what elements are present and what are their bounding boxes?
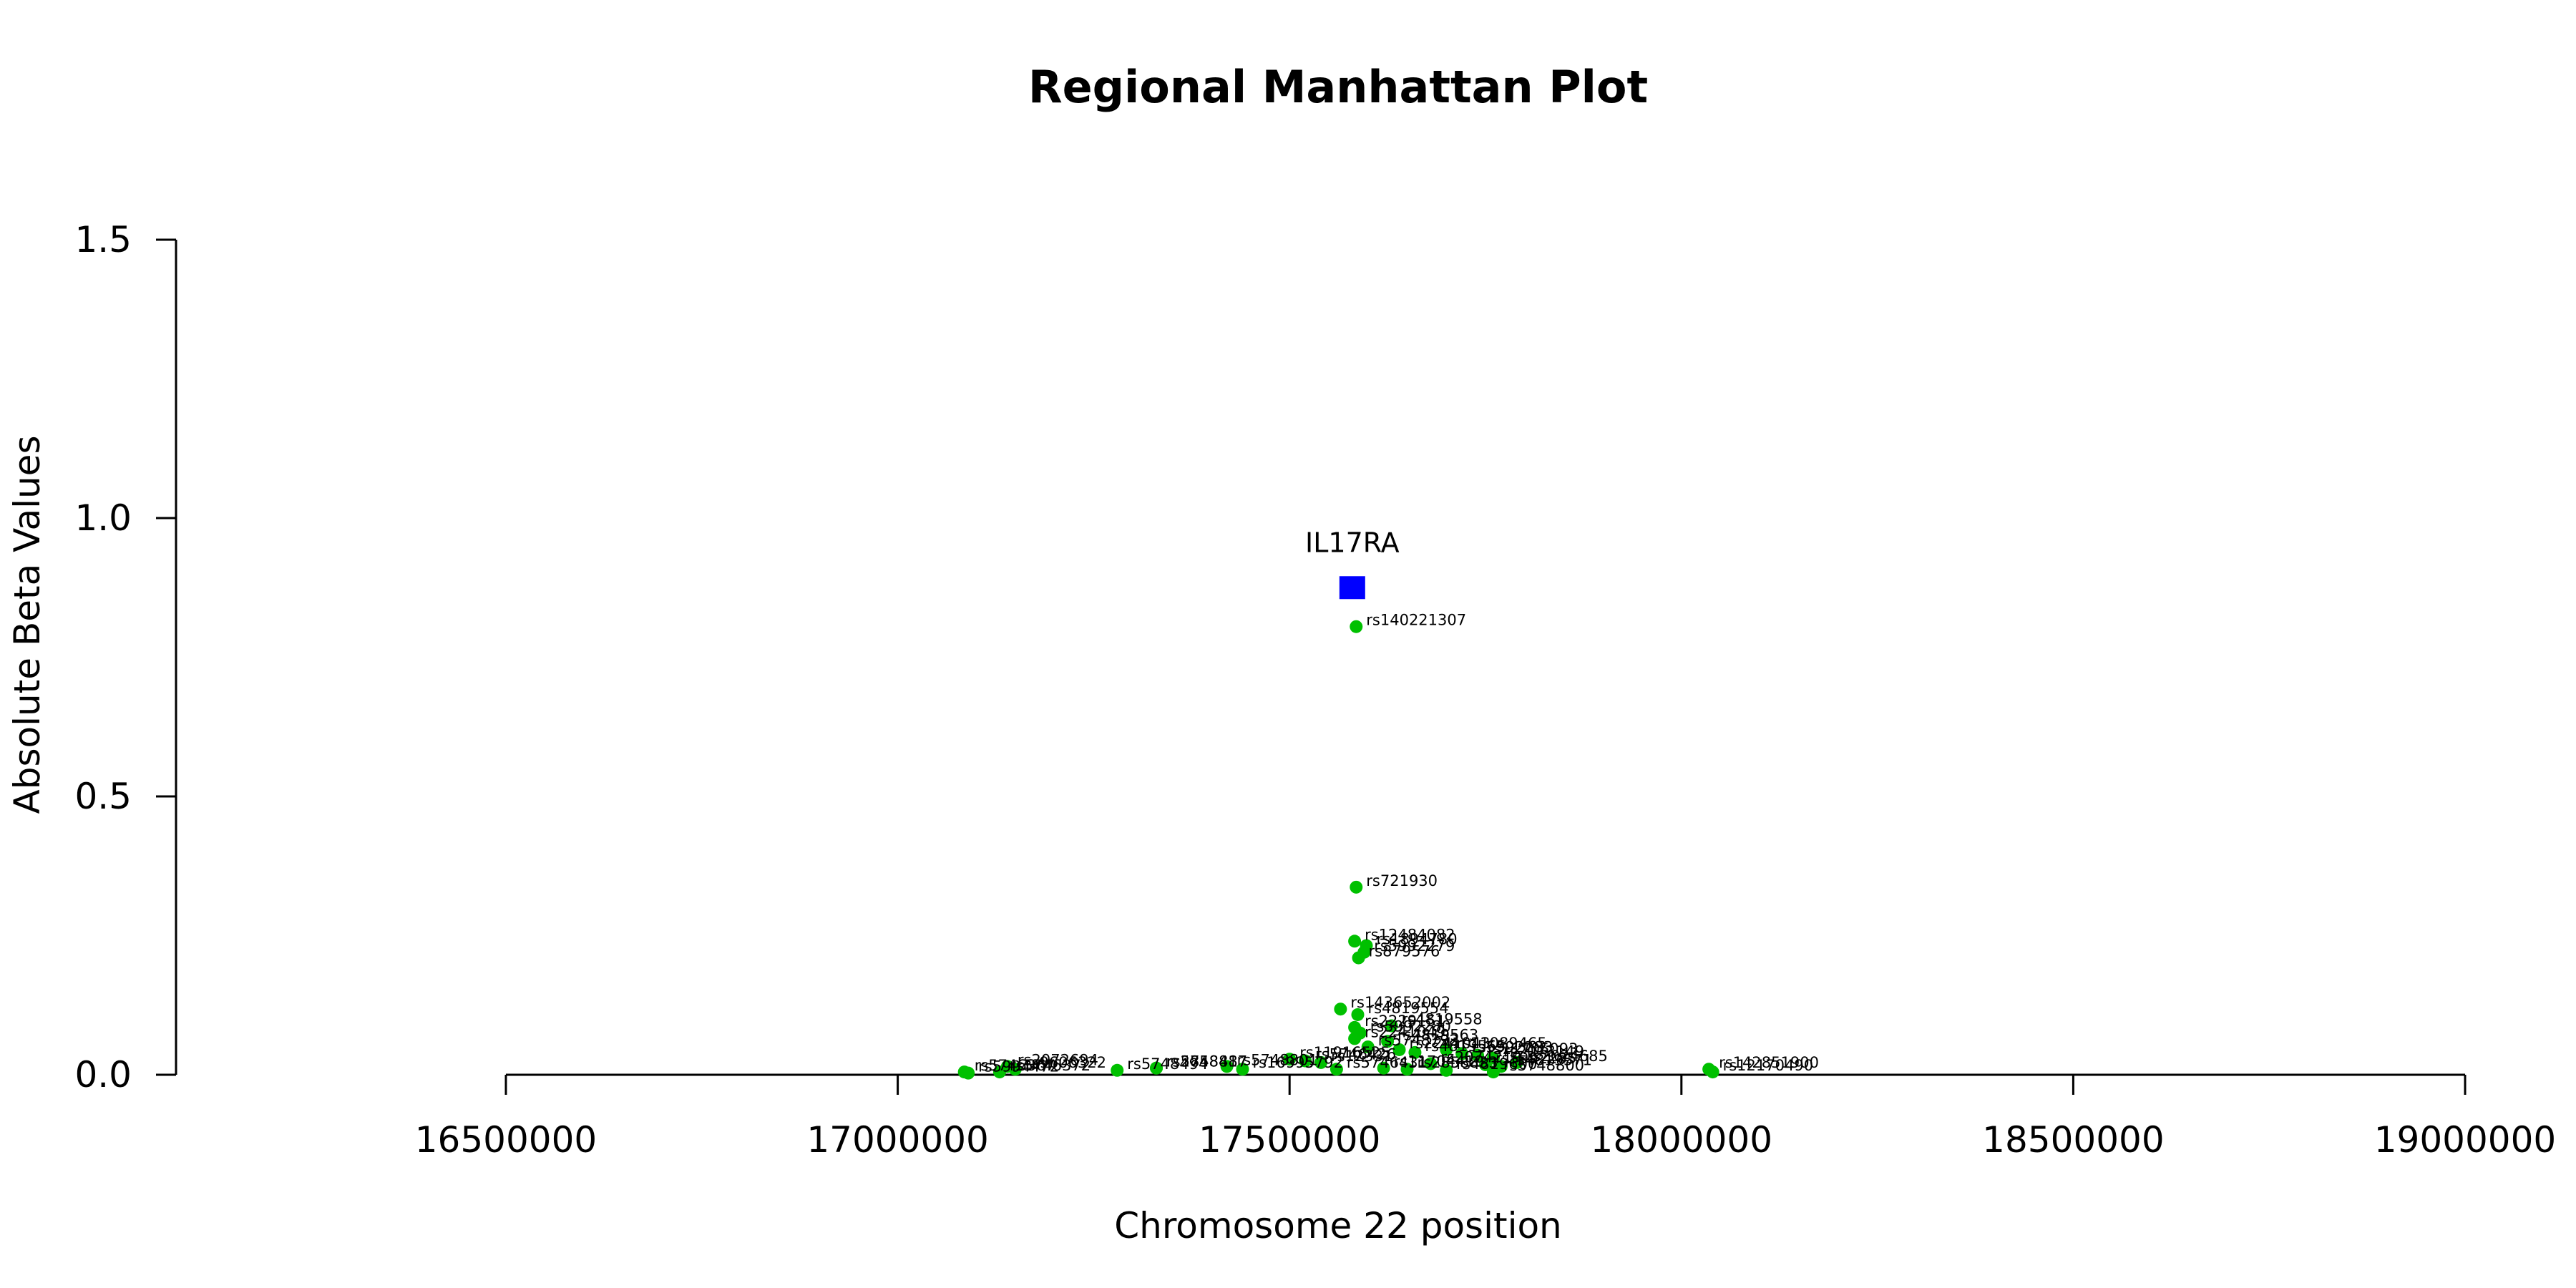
snp-label: rs2241049 <box>1365 1023 1445 1040</box>
snp-label: rs9606322 <box>1025 1054 1106 1071</box>
snp-point <box>1440 1063 1453 1077</box>
snp-label: rs5992285 <box>1496 1050 1576 1067</box>
snp-label: rs2072694 <box>1018 1051 1098 1068</box>
snp-label: rs12170490 <box>1723 1057 1813 1074</box>
y-tick-label: 0.0 <box>74 1054 132 1096</box>
snp-label: rs140221307 <box>1366 612 1466 629</box>
snp-label: rs2241043 <box>1410 1035 1491 1052</box>
snp-point <box>1330 1063 1343 1076</box>
snp-label: rs4819563 <box>1397 1026 1478 1043</box>
x-tick-label: 17000000 <box>806 1119 989 1161</box>
snp-label: rs2858817 <box>1166 1053 1247 1070</box>
gene-marker <box>1339 576 1365 600</box>
snp-point <box>1400 1063 1414 1076</box>
snp-point <box>1408 1045 1422 1059</box>
y-tick-label: 1.5 <box>74 219 132 260</box>
snp-label: rs4819571 <box>1511 1051 1592 1068</box>
snp-point <box>1220 1060 1234 1073</box>
snp-label: rs5746367 <box>975 1057 1055 1074</box>
snp-label: rs5992283 <box>1472 1038 1553 1055</box>
snp-label: rs5748800 <box>1503 1057 1584 1074</box>
snp-label: rs5748801 <box>1237 1051 1318 1068</box>
y-axis-label: Absolute Beta Values <box>6 436 48 814</box>
snp-point <box>1283 1053 1297 1066</box>
y-axis: 0.0 0.5 1.0 1.5 <box>74 219 177 1096</box>
y-tick-label: 0.5 <box>74 776 132 817</box>
snp-point <box>1377 1061 1390 1075</box>
snp-point <box>1334 1002 1347 1016</box>
snp-point <box>1008 1063 1022 1076</box>
snp-points <box>957 620 1719 1080</box>
snp-labels: rs140221307rs721930rs12484082rs1894780rs… <box>975 612 1819 1075</box>
snp-point <box>1471 1048 1485 1062</box>
snp-label: rs5748494 <box>1127 1055 1208 1073</box>
snp-point <box>1706 1065 1719 1079</box>
snp-label: rs142851900 <box>1719 1054 1819 1071</box>
snp-label: rs11704419 <box>1394 1053 1484 1070</box>
snp-label: rs5748487 <box>1166 1053 1247 1070</box>
snp-label: rs12484082 <box>1365 926 1455 943</box>
snp-point <box>1348 1032 1362 1045</box>
snp-label: rs5746426 <box>1315 1046 1396 1063</box>
snp-label: rs11916525 <box>1299 1044 1390 1061</box>
x-tick-label: 17500000 <box>1199 1119 1381 1161</box>
snp-label: rs2858833 <box>1417 1054 1498 1071</box>
x-tick-label: 18500000 <box>1982 1119 2165 1161</box>
x-tick-label: 19000000 <box>2374 1119 2557 1161</box>
snp-point <box>1314 1055 1328 1069</box>
snp-point <box>1455 1047 1469 1060</box>
snp-label: rs12331 <box>1331 1048 1392 1065</box>
snp-point <box>1350 620 1363 633</box>
x-axis-label: Chromosome 22 position <box>1114 1205 1562 1246</box>
snp-point <box>1352 951 1365 965</box>
x-tick-label: 18000000 <box>1591 1119 1773 1161</box>
snp-point <box>1424 1057 1438 1070</box>
snp-label: rs5748792 <box>1378 1032 1459 1049</box>
snp-label: rs16995792 <box>1252 1054 1342 1071</box>
snp-label: rs2074219 <box>1440 1048 1521 1065</box>
snp-point <box>1385 1019 1398 1033</box>
snp-label: rs879576 <box>1369 943 1440 960</box>
snp-point <box>992 1065 1006 1079</box>
snp-point <box>1486 1065 1500 1079</box>
snp-label: rs1894780 <box>1377 931 1458 948</box>
snp-label: rs5992279 <box>1374 937 1455 955</box>
snp-label: rs11089465 <box>1456 1035 1546 1052</box>
snp-label: rs721930 <box>1366 872 1438 889</box>
snp-label: rs5746431 <box>1347 1054 1428 1071</box>
snp-label: rs5746372 <box>1010 1057 1091 1074</box>
snp-label: rs2024685 <box>1527 1048 1608 1065</box>
y-tick-label: 1.0 <box>74 497 132 539</box>
gene-label: IL17RA <box>1305 527 1400 558</box>
snp-point <box>962 1066 975 1080</box>
snp-label: rs4819558 <box>1402 1011 1483 1028</box>
snp-label: rs4819565 <box>1425 1038 1506 1055</box>
x-axis: 16500000 17000000 17500000 18000000 18500000… <box>415 1073 2557 1161</box>
snp-point <box>1361 1040 1375 1054</box>
snp-point <box>1350 880 1363 894</box>
snp-label: rs11705093 <box>1488 1040 1578 1058</box>
snp-point <box>1236 1063 1249 1076</box>
snp-label: rs5994472 <box>978 1058 1059 1075</box>
gene-marker-group: IL17RA <box>1305 527 1400 600</box>
snp-point <box>1348 935 1362 948</box>
snp-point <box>1510 1055 1523 1069</box>
snp-label: rs4819600 <box>1456 1055 1537 1073</box>
snp-point <box>1440 1043 1453 1056</box>
snp-point <box>1381 1035 1395 1048</box>
snp-point <box>1392 1043 1406 1056</box>
snp-label: rs2229151 <box>1365 1013 1445 1030</box>
chart-title: Regional Manhattan Plot <box>1028 61 1648 113</box>
snp-label: rs4819554 <box>1367 1000 1448 1017</box>
snp-label: rs2073149 <box>1503 1043 1584 1060</box>
snp-label: rs143652002 <box>1350 994 1450 1011</box>
snp-point <box>1351 1008 1365 1021</box>
snp-point <box>1299 1054 1312 1068</box>
snp-point <box>1150 1061 1163 1075</box>
x-tick-label: 16500000 <box>415 1119 597 1161</box>
snp-point <box>1111 1063 1124 1077</box>
snp-label: rs5992280 <box>1370 1018 1451 1035</box>
